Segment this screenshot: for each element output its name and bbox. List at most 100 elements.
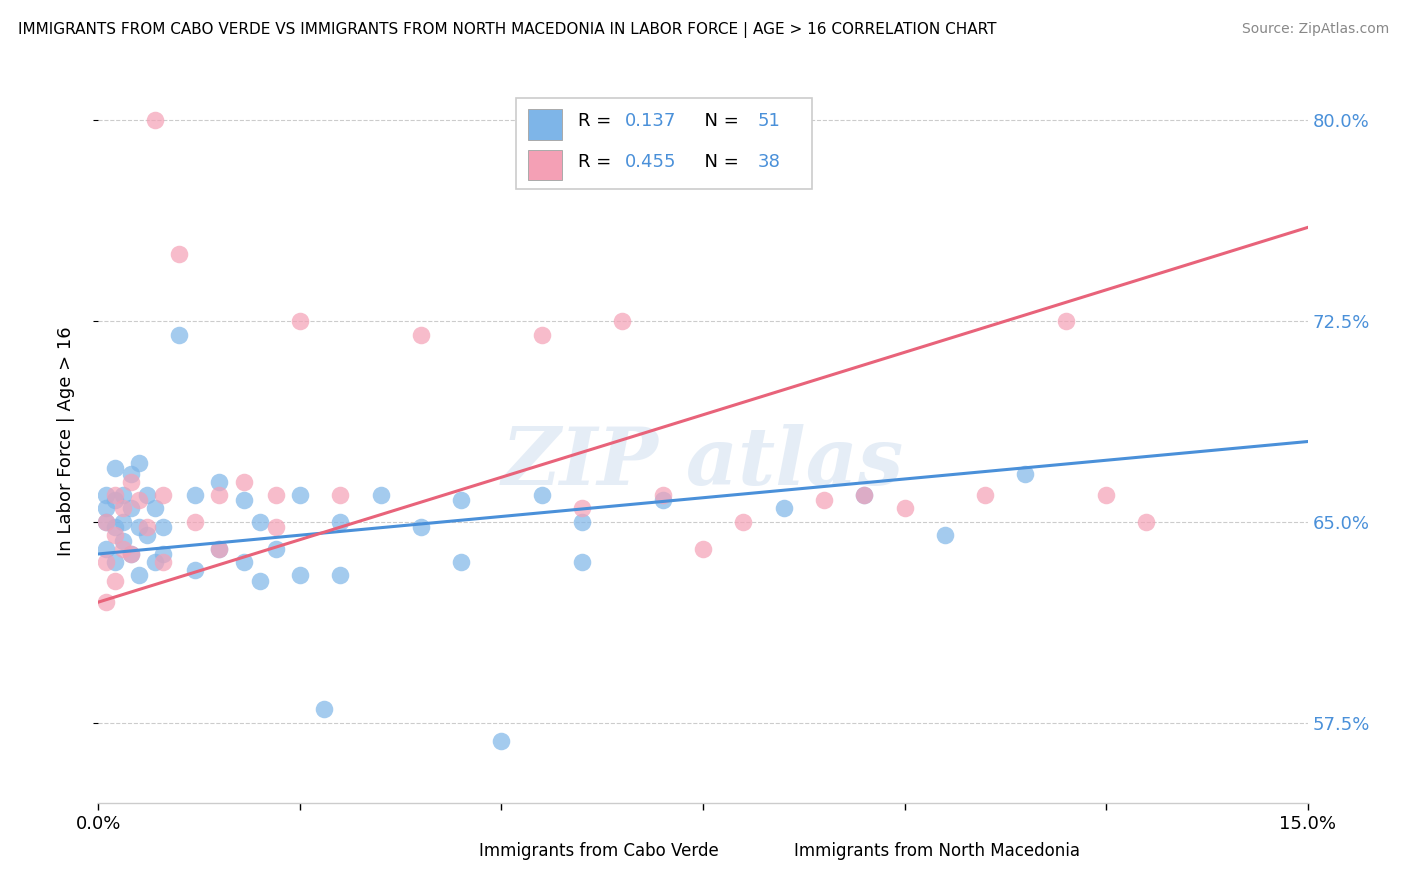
- Point: [450, 555, 472, 569]
- Point: [128, 568, 150, 582]
- Point: [143, 113, 166, 128]
- Text: Source: ZipAtlas.com: Source: ZipAtlas.com: [1241, 22, 1389, 37]
- Point: [249, 574, 271, 588]
- Text: Immigrants from Cabo Verde: Immigrants from Cabo Verde: [479, 842, 718, 860]
- Point: [128, 520, 150, 534]
- Point: [128, 456, 150, 470]
- Point: [571, 501, 593, 516]
- Point: [111, 515, 134, 529]
- Point: [893, 501, 915, 516]
- Point: [167, 327, 190, 342]
- Text: 38: 38: [758, 153, 780, 171]
- Point: [530, 327, 553, 342]
- Point: [96, 515, 118, 529]
- Point: [111, 488, 134, 502]
- Point: [208, 541, 231, 556]
- Point: [184, 488, 207, 502]
- Bar: [527, 110, 561, 140]
- Point: [530, 488, 553, 502]
- Point: [571, 555, 593, 569]
- Text: N =: N =: [693, 153, 745, 171]
- Point: [96, 541, 118, 556]
- Point: [853, 488, 876, 502]
- Bar: [527, 150, 561, 180]
- Point: [232, 555, 254, 569]
- Point: [612, 314, 634, 328]
- Text: IMMIGRANTS FROM CABO VERDE VS IMMIGRANTS FROM NORTH MACEDONIA IN LABOR FORCE | A: IMMIGRANTS FROM CABO VERDE VS IMMIGRANTS…: [18, 22, 997, 38]
- Point: [733, 515, 755, 529]
- Point: [450, 493, 472, 508]
- Point: [96, 501, 118, 516]
- Point: [853, 488, 876, 502]
- Point: [370, 488, 392, 502]
- Point: [96, 488, 118, 502]
- Point: [651, 493, 673, 508]
- Point: [329, 488, 352, 502]
- Point: [232, 493, 254, 508]
- Point: [103, 488, 125, 502]
- Point: [143, 501, 166, 516]
- Point: [264, 520, 287, 534]
- Point: [152, 520, 174, 534]
- Point: [934, 528, 956, 542]
- Point: [103, 493, 125, 508]
- Point: [120, 501, 142, 516]
- Point: [974, 488, 997, 502]
- Point: [152, 555, 174, 569]
- Point: [264, 488, 287, 502]
- Point: [96, 515, 118, 529]
- Point: [135, 488, 157, 502]
- Bar: [758, 840, 785, 862]
- Point: [103, 520, 125, 534]
- Point: [152, 488, 174, 502]
- Point: [409, 327, 432, 342]
- Point: [1135, 515, 1157, 529]
- Point: [128, 493, 150, 508]
- Point: [96, 595, 118, 609]
- Point: [651, 488, 673, 502]
- Point: [813, 493, 835, 508]
- Text: 51: 51: [758, 112, 780, 130]
- Point: [329, 515, 352, 529]
- Point: [1095, 488, 1118, 502]
- Text: 0.455: 0.455: [624, 153, 676, 171]
- Text: R =: R =: [578, 112, 617, 130]
- Point: [264, 541, 287, 556]
- Text: Immigrants from North Macedonia: Immigrants from North Macedonia: [793, 842, 1080, 860]
- Point: [288, 488, 311, 502]
- Point: [288, 314, 311, 328]
- Point: [1014, 467, 1036, 481]
- Point: [103, 574, 125, 588]
- Point: [184, 563, 207, 577]
- Point: [208, 541, 231, 556]
- Point: [152, 547, 174, 561]
- Bar: [443, 840, 470, 862]
- Point: [288, 568, 311, 582]
- Text: ZIP atlas: ZIP atlas: [502, 425, 904, 502]
- Point: [135, 528, 157, 542]
- Point: [111, 541, 134, 556]
- Point: [103, 528, 125, 542]
- Point: [111, 533, 134, 548]
- Point: [1054, 314, 1077, 328]
- Point: [120, 475, 142, 489]
- Point: [314, 702, 336, 716]
- Point: [111, 501, 134, 516]
- Point: [184, 515, 207, 529]
- Point: [120, 547, 142, 561]
- Point: [103, 555, 125, 569]
- Point: [692, 541, 714, 556]
- Point: [208, 488, 231, 502]
- Point: [96, 555, 118, 569]
- Point: [329, 568, 352, 582]
- Point: [249, 515, 271, 529]
- Point: [135, 520, 157, 534]
- Point: [167, 247, 190, 261]
- Point: [772, 501, 794, 516]
- Point: [409, 520, 432, 534]
- Text: R =: R =: [578, 153, 617, 171]
- Point: [143, 555, 166, 569]
- Text: 0.137: 0.137: [624, 112, 676, 130]
- Y-axis label: In Labor Force | Age > 16: In Labor Force | Age > 16: [56, 326, 75, 557]
- FancyBboxPatch shape: [516, 98, 811, 189]
